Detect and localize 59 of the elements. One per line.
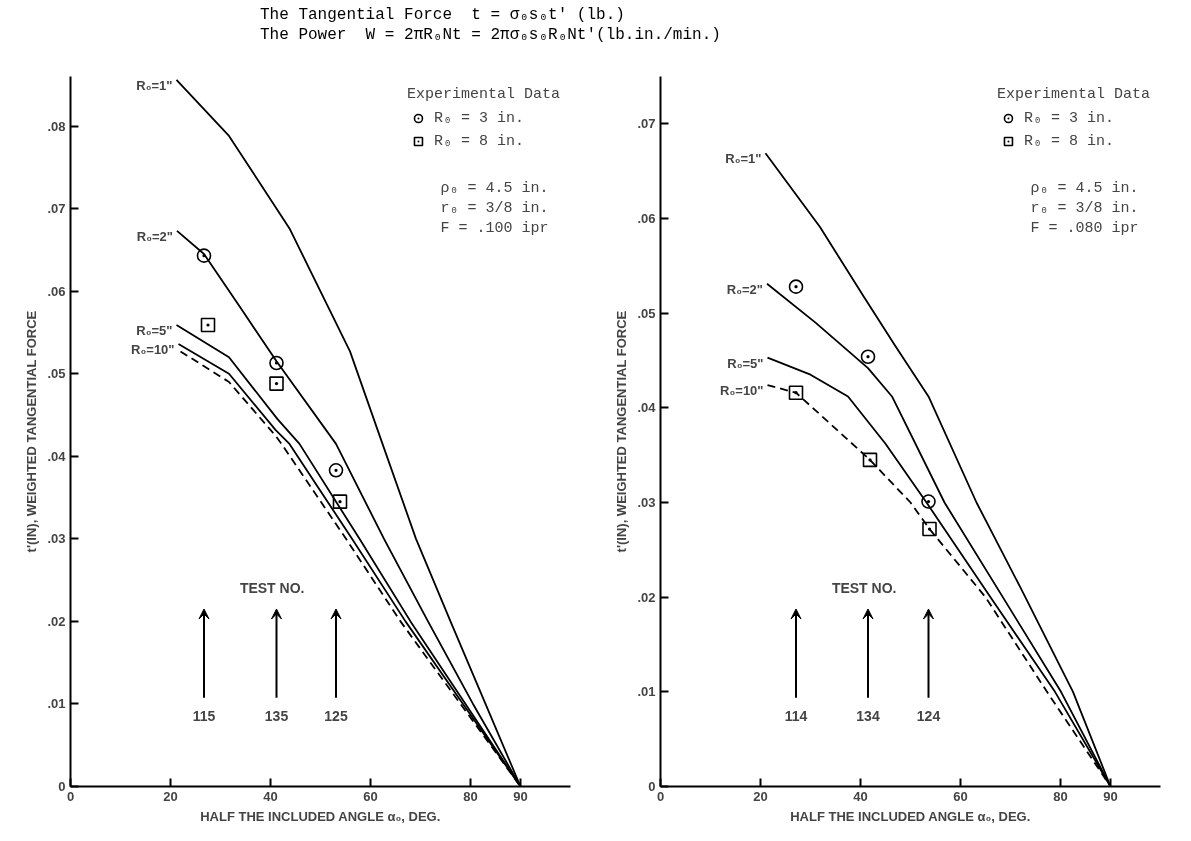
y-tick-label: .05 [637, 305, 656, 321]
x-tick-label: 40 [263, 788, 278, 804]
legend-label: R₀ = 8 in. [433, 132, 524, 150]
x-axis-title: HALF THE INCLUDED ANGLE α₀, DEG. [790, 808, 1031, 824]
x-tick-label: 20 [753, 788, 768, 804]
x-tick-label: 60 [953, 788, 968, 804]
annotation: 115 [192, 707, 216, 724]
legend-label: R₀ = 3 in. [1023, 109, 1114, 127]
annotation: r₀ = 3/8 in. [440, 199, 549, 217]
series-label: R₀=5" [727, 355, 764, 371]
annotation: F = .100 ipr [440, 219, 549, 237]
y-tick-label: .04 [637, 400, 657, 416]
y-tick-label: .01 [637, 684, 656, 700]
legend-label: R₀ = 8 in. [1023, 132, 1114, 150]
series-label: R₀=2" [136, 228, 173, 244]
y-tick-label: .07 [47, 201, 66, 217]
x-tick-label: 60 [363, 788, 378, 804]
annotation: TEST NO. [239, 579, 305, 596]
y-axis-title: t'(IN), WEIGHTED TANGENTIAL FORCE [614, 310, 630, 553]
y-tick-label: .01 [47, 696, 66, 712]
series-label: R₀=2" [726, 281, 763, 297]
chart-subtitle: The Power W = 2πR₀Nt = 2πσ₀s₀R₀Nt'(lb.in./min.) [260, 26, 721, 44]
y-tick-label: .03 [637, 495, 656, 510]
series-label: R₀=1" [136, 77, 173, 93]
series-label: R₀=10" [131, 341, 175, 357]
x-tick-label: 80 [1053, 788, 1068, 804]
series-label: R₀=10" [720, 383, 764, 399]
annotation: r₀ = 3/8 in. [1030, 199, 1139, 217]
y-tick-label: .03 [47, 531, 66, 547]
y-tick-label: .06 [47, 283, 66, 299]
x-axis-title: HALF THE INCLUDED ANGLE α₀, DEG. [200, 808, 441, 824]
x-tick-label: 90 [1103, 788, 1118, 804]
y-axis-title: t'(IN), WEIGHTED TANGENTIAL FORCE [24, 310, 40, 553]
chart-title: The Tangential Force t = σ₀s₀t' (lb.) [260, 6, 625, 24]
x-tick-label: 20 [163, 788, 178, 804]
legend-label: R₀ = 3 in. [433, 109, 524, 127]
y-tick-label: .04 [47, 448, 67, 464]
x-tick-label: 90 [513, 788, 528, 804]
y-tick-label: .02 [47, 613, 66, 629]
annotation: 114 [784, 707, 808, 724]
y-tick-label: .06 [637, 211, 656, 226]
annotation: TEST NO. [831, 579, 897, 596]
annotation: 135 [264, 707, 289, 724]
annotation: ρ₀ = 4.5 in. [440, 179, 549, 197]
annotation: F = .080 ipr [1030, 219, 1139, 237]
series-label: R₀=1" [725, 151, 762, 167]
annotation: 125 [324, 707, 348, 724]
legend-title: Experimental Data [406, 86, 560, 103]
series-label: R₀=5" [136, 323, 173, 338]
y-tick-label: .02 [637, 589, 656, 605]
annotation: ρ₀ = 4.5 in. [1030, 179, 1139, 197]
annotation: 124 [916, 707, 941, 724]
annotation: 134 [856, 707, 880, 724]
x-tick-label: 80 [463, 788, 478, 804]
y-tick-label: .07 [637, 116, 656, 132]
y-tick-label: .05 [47, 366, 66, 382]
x-tick-label: 40 [853, 788, 868, 804]
y-tick-label: .08 [47, 118, 66, 134]
legend-title: Experimental Data [996, 86, 1150, 103]
